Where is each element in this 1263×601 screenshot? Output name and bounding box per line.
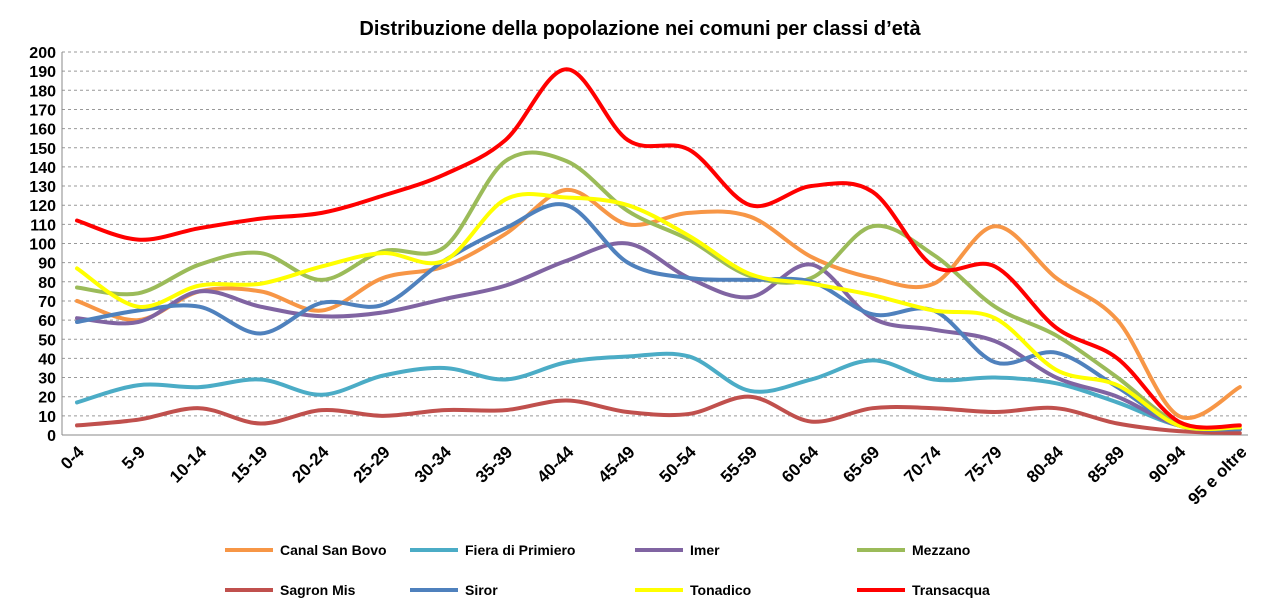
y-tick-label: 90 (38, 256, 56, 273)
series-line (75, 394, 1242, 436)
series-line (75, 192, 1242, 432)
y-tick-label: 170 (29, 102, 56, 119)
series-line (75, 202, 1242, 432)
chart-title: Distribuzione della popolazione nei comu… (359, 18, 921, 40)
y-tick-label: 20 (38, 390, 56, 407)
legend-label: Fiera di Primiero (465, 542, 575, 558)
x-tick-label: 10-14 (166, 442, 211, 487)
legend-label: Imer (690, 542, 720, 558)
x-tick-label: 45-49 (594, 442, 638, 486)
x-tick-label: 95 e oltre (1184, 442, 1250, 508)
legend-label: Transacqua (912, 582, 990, 598)
x-tick-label: 15-19 (227, 442, 271, 486)
x-tick-label: 90-94 (1145, 442, 1190, 487)
y-tick-label: 130 (29, 179, 56, 196)
y-tick-label: 120 (29, 198, 56, 215)
y-tick-label: 180 (29, 83, 56, 100)
legend-label: Sagron Mis (280, 582, 356, 598)
y-tick-label: 30 (38, 371, 56, 388)
x-tick-label: 30-34 (411, 442, 456, 487)
x-tick-label: 20-24 (288, 442, 333, 487)
legend-label: Canal San Bovo (280, 542, 387, 558)
x-tick-label: 55-59 (717, 442, 761, 486)
series-line (75, 67, 1242, 430)
legend-label: Mezzano (912, 542, 970, 558)
y-tick-label: 160 (29, 122, 56, 139)
y-tick-label: 40 (38, 351, 56, 368)
y-tick-label: 70 (38, 294, 56, 311)
y-tick-label: 110 (30, 217, 56, 234)
x-tick-label: 25-29 (350, 442, 394, 486)
x-tick-label: 5-9 (118, 442, 149, 473)
y-tick-label: 50 (38, 332, 56, 349)
legend-label: Siror (465, 582, 498, 598)
series-line (75, 187, 1242, 420)
y-tick-label: 100 (29, 237, 56, 254)
y-tick-label: 150 (29, 141, 56, 158)
x-tick-label: 40-44 (533, 442, 578, 487)
x-tick-label: 0-4 (57, 442, 88, 473)
x-tick-label: 35-39 (472, 442, 516, 486)
series-line (75, 351, 1242, 432)
x-tick-label: 60-64 (778, 442, 823, 487)
y-tick-label: 60 (38, 313, 56, 330)
y-tick-label: 140 (29, 160, 56, 177)
y-tick-label: 200 (29, 45, 56, 62)
x-tick-label: 50-54 (656, 442, 701, 487)
series-line (75, 150, 1242, 432)
x-tick-label: 70-74 (900, 442, 945, 487)
x-tick-label: 65-69 (839, 442, 883, 486)
x-tick-label: 75-79 (962, 442, 1006, 486)
y-tick-label: 0 (47, 428, 56, 445)
y-tick-label: 80 (38, 275, 56, 292)
x-tick-label: 80-84 (1023, 442, 1068, 487)
x-tick-label: 85-89 (1084, 442, 1128, 486)
y-tick-label: 10 (38, 409, 56, 426)
y-tick-label: 190 (29, 64, 56, 81)
series-line (75, 241, 1242, 432)
legend-label: Tonadico (690, 582, 751, 598)
